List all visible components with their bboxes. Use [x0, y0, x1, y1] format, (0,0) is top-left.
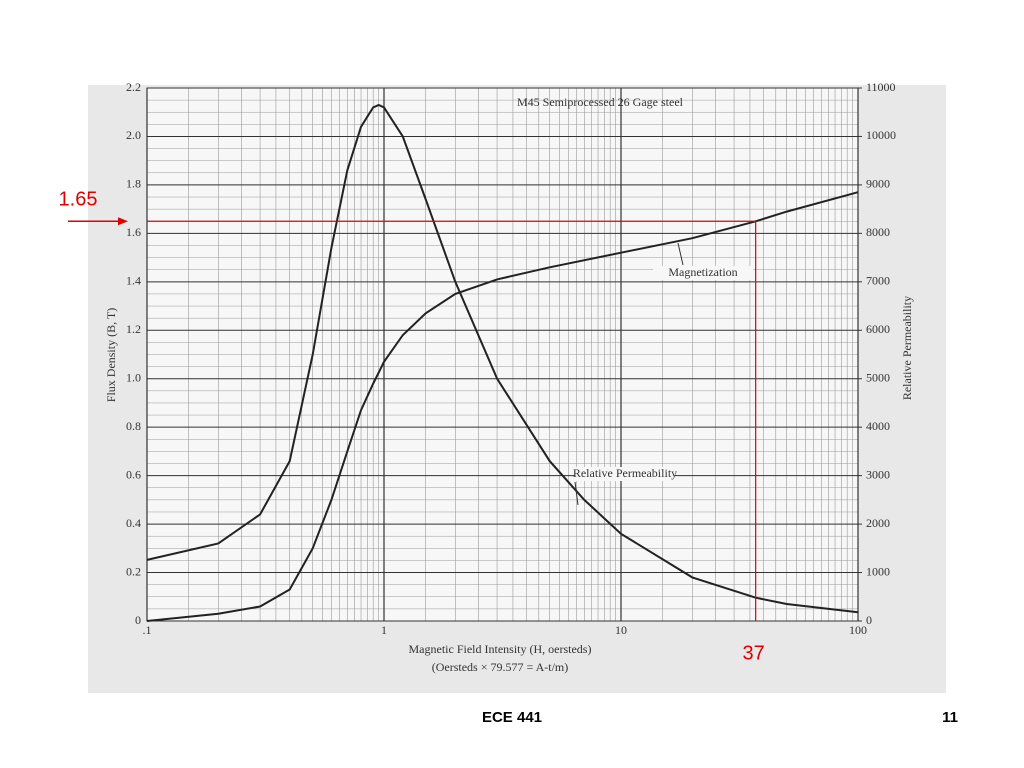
x-tick-label: 1 — [381, 623, 387, 637]
y-tick-label: 0 — [135, 613, 141, 627]
series-label: Magnetization — [668, 265, 737, 279]
y-tick-label: 2.0 — [126, 128, 141, 142]
y-tick-label: 0.2 — [126, 564, 141, 578]
chart-title: M45 Semiprocessed 26 Gage steel — [517, 95, 684, 109]
y-tick-label: 1.0 — [126, 370, 141, 384]
plot-frame — [146, 87, 859, 622]
reference-label-y: 1.65 — [59, 189, 98, 211]
y-tick-label: 0.6 — [126, 467, 141, 481]
series-line — [146, 103, 859, 614]
footer-page: 11 — [942, 709, 958, 726]
y2-tick-label: 10000 — [866, 128, 896, 142]
y-tick-label: 0.4 — [126, 516, 141, 530]
series-line — [146, 191, 859, 622]
y2-tick-label: 0 — [866, 613, 872, 627]
y2-tick-label: 5000 — [866, 370, 890, 384]
grid — [146, 87, 859, 622]
y2-tick-label: 11000 — [866, 80, 896, 94]
x-axis-label: Magnetic Field Intensity (H, oersteds) — [409, 642, 592, 656]
y2-tick-label: 9000 — [866, 177, 890, 191]
y2-tick-label: 8000 — [866, 225, 890, 239]
label-bg — [653, 266, 753, 280]
y-tick-label: 1.6 — [126, 225, 141, 239]
y-tick-label: 2.2 — [126, 80, 141, 94]
y2-axis-label: Relative Permeability — [900, 296, 914, 400]
x-tick-label: 10 — [615, 623, 627, 637]
y2-tick-label: 1000 — [866, 564, 890, 578]
y2-tick-label: 4000 — [866, 419, 890, 433]
series-label: Relative Permeability — [573, 466, 677, 480]
arrow-head — [118, 217, 128, 226]
y-tick-label: 1.8 — [126, 177, 141, 191]
chart: .1 1 10 10000.20.40.60.81.01.21.41.61.82.02… — [59, 80, 896, 665]
y2-tick-label: 3000 — [866, 467, 890, 481]
footer-course: ECE 441 — [482, 709, 542, 726]
label-pointer — [574, 481, 579, 506]
y2-tick-label: 2000 — [866, 516, 890, 530]
y-tick-label: 1.4 — [126, 274, 141, 288]
x-tick-label: 100 — [849, 623, 867, 637]
x-axis-note: (Oersteds × 79.577 = A-t/m) — [432, 660, 569, 674]
y2-tick-label: 6000 — [866, 322, 890, 336]
y-tick-label: 0.8 — [126, 419, 141, 433]
label-pointer — [677, 242, 684, 266]
y-tick-label: 1.2 — [126, 322, 141, 336]
label-bg — [575, 467, 675, 481]
y-axis-label: Flux Density (B, T) — [104, 308, 118, 402]
y2-tick-label: 7000 — [866, 274, 890, 288]
reference-label-x: 37 — [743, 642, 765, 664]
x-tick-label: .1 — [143, 623, 152, 637]
